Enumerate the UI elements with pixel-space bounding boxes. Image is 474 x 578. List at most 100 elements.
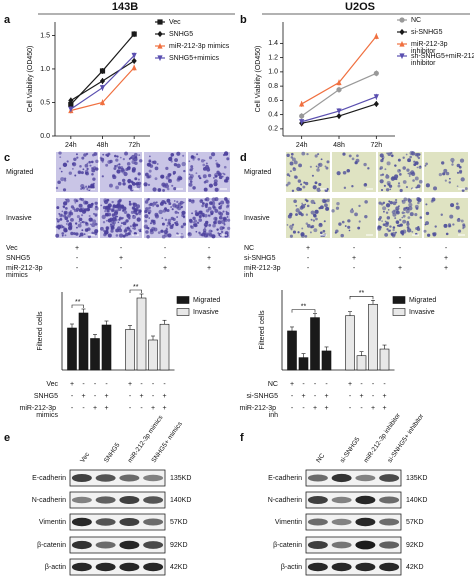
cell <box>314 154 318 158</box>
cell <box>207 173 212 178</box>
cell <box>304 198 308 202</box>
blot-band <box>379 562 400 572</box>
cell <box>310 225 314 229</box>
cell <box>138 229 140 231</box>
cell <box>164 207 167 211</box>
cell <box>63 214 67 218</box>
cell <box>214 216 218 220</box>
cell <box>129 230 132 233</box>
cell <box>208 229 213 234</box>
cell <box>108 207 111 211</box>
cell <box>417 197 422 203</box>
cell <box>199 233 202 236</box>
cell <box>149 230 154 235</box>
cell <box>394 198 398 202</box>
cell <box>128 232 131 236</box>
cell <box>133 227 136 230</box>
treatment-label: Vec <box>6 245 18 252</box>
cell <box>402 166 406 170</box>
legend-swatch <box>392 296 406 304</box>
point <box>157 30 163 38</box>
treatment-sign: - <box>164 255 167 262</box>
cell <box>116 155 119 158</box>
treatment-sign: + <box>290 381 294 388</box>
cell <box>176 216 179 218</box>
cell <box>105 219 108 222</box>
cell <box>405 153 408 156</box>
bar <box>345 315 355 371</box>
cell <box>180 225 184 229</box>
cell <box>411 230 414 233</box>
cell <box>60 214 63 217</box>
cell <box>137 178 140 181</box>
cell <box>189 180 193 183</box>
cell <box>464 187 468 191</box>
treatment-label: si-SNHG5 <box>244 255 276 262</box>
cell <box>441 161 445 165</box>
cell <box>449 214 454 219</box>
cell <box>222 172 224 175</box>
blot-band <box>331 541 352 549</box>
treatment-sign: + <box>81 393 85 400</box>
cell <box>395 210 400 215</box>
cell <box>66 219 69 223</box>
lane-label: si-SNHG5 <box>339 436 362 464</box>
blot-band <box>143 541 164 549</box>
treatment-sign: + <box>119 255 123 262</box>
cell <box>213 182 218 187</box>
cell <box>194 223 198 228</box>
cell <box>416 227 421 231</box>
cell <box>356 154 359 158</box>
cell <box>131 182 136 186</box>
blot-band <box>355 562 376 572</box>
cell <box>162 189 165 192</box>
blot-band <box>143 496 164 504</box>
cell <box>152 219 156 224</box>
cell <box>322 229 326 233</box>
treatment-sign: + <box>301 393 305 400</box>
point <box>373 70 379 76</box>
cell <box>402 219 407 224</box>
cell <box>386 228 389 231</box>
cell <box>315 165 318 168</box>
treatment-label: NC <box>244 245 254 252</box>
micrograph <box>424 198 468 238</box>
treatment-sign: - <box>140 405 143 412</box>
cell <box>117 166 121 170</box>
cell <box>213 206 217 211</box>
cell <box>133 221 136 224</box>
size-label: 135KD <box>406 475 427 482</box>
cell <box>110 229 114 233</box>
treatment-sign: - <box>353 265 356 272</box>
blot-band <box>71 562 92 572</box>
cell <box>121 178 126 183</box>
cell <box>223 179 228 183</box>
cell <box>380 158 384 163</box>
treatment-sign: - <box>71 405 74 412</box>
cell <box>358 220 361 223</box>
cell <box>152 187 157 192</box>
cell <box>286 173 290 177</box>
treatment-sign: - <box>314 393 317 400</box>
cell <box>191 212 194 215</box>
cell <box>91 172 94 176</box>
y-tick-label: 0.0 <box>40 133 50 140</box>
cell <box>342 170 347 175</box>
treatment-sign: - <box>129 393 132 400</box>
significance-label: ** <box>75 299 81 306</box>
cell <box>67 214 71 218</box>
cell <box>301 227 304 230</box>
blot-strip <box>305 491 402 509</box>
cell <box>384 168 387 171</box>
y-tick-label: 1.2 <box>268 54 278 61</box>
protein-label: Vimentin <box>275 519 302 526</box>
treatment-sign: + <box>382 405 386 412</box>
cell <box>395 206 400 211</box>
cell <box>106 198 110 202</box>
cell <box>177 212 180 214</box>
cell <box>131 160 136 165</box>
cell <box>218 175 223 180</box>
treatment-sign: - <box>349 405 352 412</box>
cell <box>204 224 208 228</box>
treatment-label: miR-212-3p inh <box>239 405 278 419</box>
